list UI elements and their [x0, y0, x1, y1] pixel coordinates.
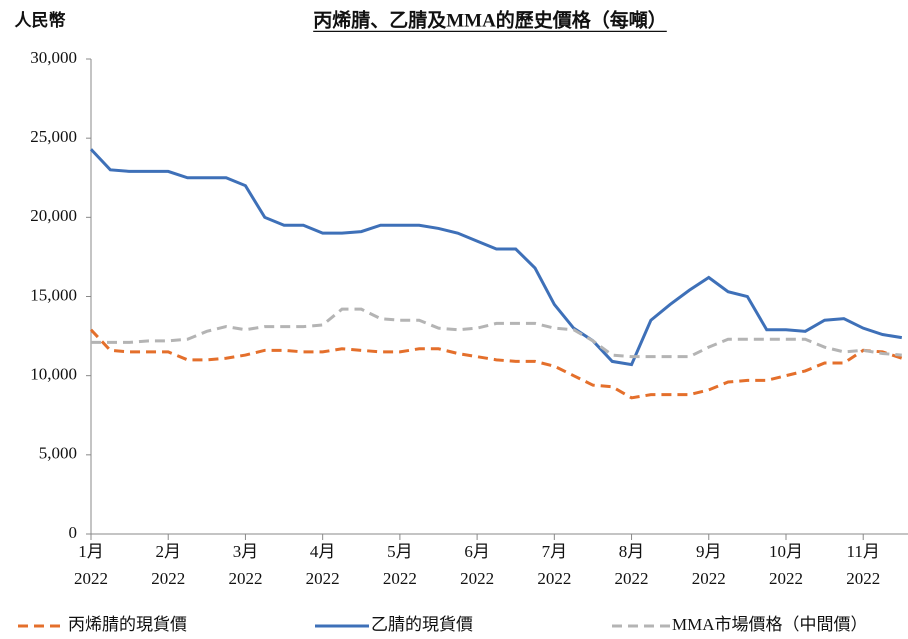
x-tick-label: 2022 [769, 569, 803, 588]
x-tick-label: 4月 [310, 542, 336, 561]
x-tick-label: 10月 [769, 542, 803, 561]
y-tick-label: 5,000 [39, 444, 77, 463]
legend-label: 乙腈的現貨價 [371, 615, 473, 634]
y-axis-label: 人民幣 [15, 10, 66, 30]
y-tick-label: 25,000 [30, 127, 77, 146]
line-series [91, 307, 902, 359]
y-tick-label: 20,000 [30, 206, 77, 225]
x-tick-label: 2022 [460, 569, 494, 588]
x-tick-label: 2022 [615, 569, 649, 588]
y-tick-label: 0 [69, 523, 78, 542]
legend-label: MMA市場價格（中間價） [672, 615, 868, 634]
x-tick-label: 2022 [383, 569, 417, 588]
chart-title: 丙烯腈、乙腈及MMA的歷史價格（每噸） [313, 8, 667, 31]
x-tick-label: 2022 [692, 569, 726, 588]
x-tick-label: 3月 [233, 542, 259, 561]
x-tick-label: 5月 [387, 542, 413, 561]
x-tick-label: 2月 [155, 542, 181, 561]
x-tick-label: 2022 [306, 569, 340, 588]
legend-label: 丙烯腈的現貨價 [68, 615, 187, 634]
x-tick-label: 6月 [464, 542, 490, 561]
y-tick-label: 10,000 [30, 365, 77, 384]
y-tick-label: 30,000 [30, 48, 77, 67]
line-series [89, 328, 903, 400]
x-tick-label: 2022 [228, 569, 262, 588]
x-tick-label: 2022 [74, 569, 108, 588]
x-tick-label: 2022 [151, 569, 185, 588]
line-series [89, 148, 903, 367]
y-tick-label: 15,000 [30, 285, 77, 304]
x-tick-label: 2022 [537, 569, 571, 588]
x-tick-label: 9月 [696, 542, 722, 561]
x-tick-label: 8月 [619, 542, 645, 561]
x-tick-label: 1月 [78, 542, 104, 561]
x-tick-label: 7月 [542, 542, 568, 561]
x-tick-label: 2022 [846, 569, 880, 588]
x-tick-label: 11月 [847, 542, 880, 561]
